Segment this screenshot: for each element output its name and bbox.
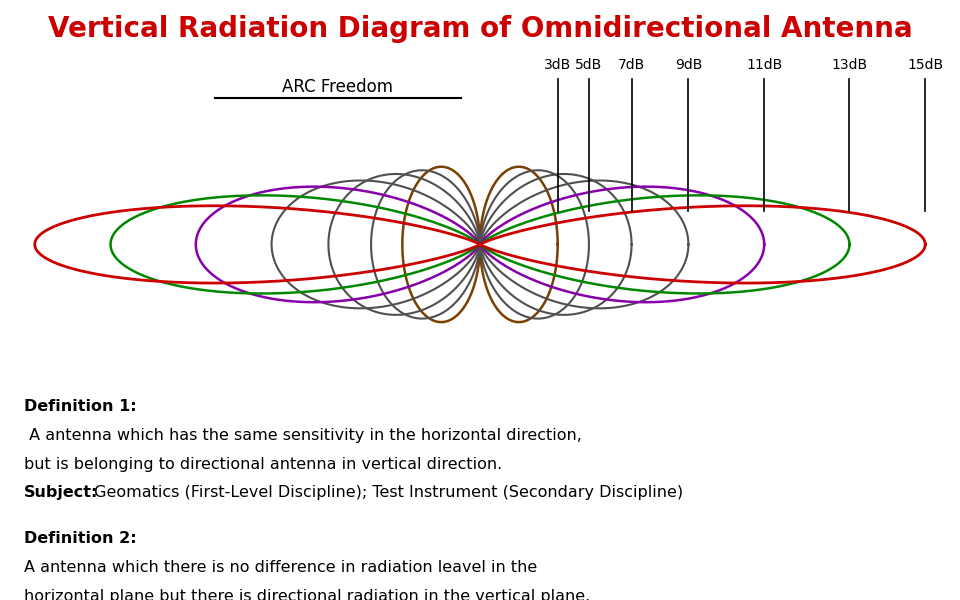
Text: 7dB: 7dB bbox=[618, 58, 645, 72]
Text: 13dB: 13dB bbox=[831, 58, 868, 72]
Text: A antenna which has the same sensitivity in the horizontal direction,: A antenna which has the same sensitivity… bbox=[24, 428, 582, 443]
Text: 5dB: 5dB bbox=[575, 58, 603, 72]
Text: 11dB: 11dB bbox=[746, 58, 782, 72]
Text: but is belonging to directional antenna in vertical direction.: but is belonging to directional antenna … bbox=[24, 457, 502, 472]
Text: 9dB: 9dB bbox=[675, 58, 702, 72]
Text: Subject:: Subject: bbox=[24, 485, 98, 500]
Text: ARC Freedom: ARC Freedom bbox=[282, 77, 394, 95]
Text: 15dB: 15dB bbox=[907, 58, 944, 72]
Text: 3dB: 3dB bbox=[544, 58, 571, 72]
Text: Vertical Radiation Diagram of Omnidirectional Antenna: Vertical Radiation Diagram of Omnidirect… bbox=[48, 15, 912, 43]
Text: Geomatics (First-Level Discipline); Test Instrument (Secondary Discipline): Geomatics (First-Level Discipline); Test… bbox=[89, 485, 684, 500]
Text: horizontal plane but there is directional radiation in the vertical plane.: horizontal plane but there is directiona… bbox=[24, 589, 590, 600]
Text: Definition 2:: Definition 2: bbox=[24, 532, 136, 547]
Text: Definition 1:: Definition 1: bbox=[24, 399, 136, 414]
Text: A antenna which there is no difference in radiation leavel in the: A antenna which there is no difference i… bbox=[24, 560, 538, 575]
